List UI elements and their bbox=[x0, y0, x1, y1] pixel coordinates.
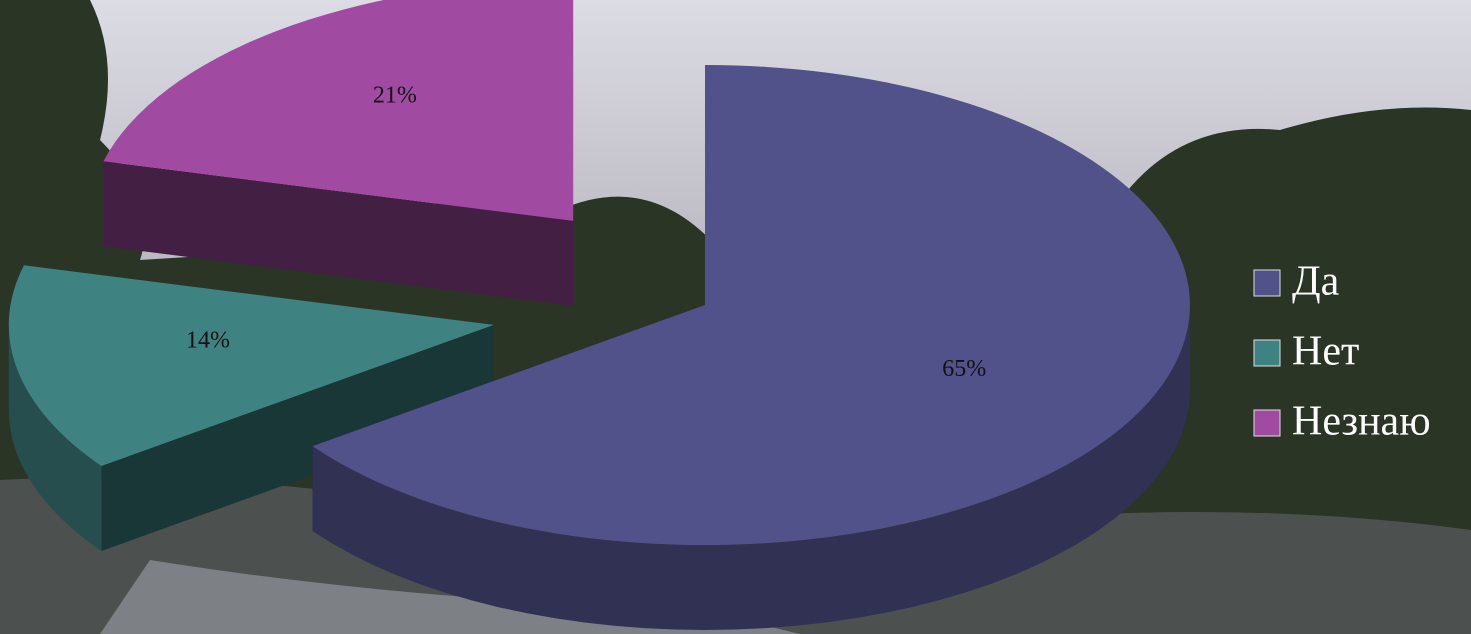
pie: 21% 14% 65% bbox=[8, 0, 1191, 630]
data-label: 21% bbox=[373, 83, 417, 109]
slice bbox=[312, 65, 1190, 545]
slice-wall bbox=[8, 324, 102, 551]
legend-label: Незнаю bbox=[1292, 399, 1431, 445]
legend-label: Нет bbox=[1292, 329, 1359, 375]
legend-swatch bbox=[1253, 409, 1281, 437]
slice-side bbox=[103, 161, 574, 306]
slice bbox=[8, 265, 494, 466]
legend: Да Нет Незнаю bbox=[1253, 259, 1431, 445]
legend-swatch bbox=[1253, 339, 1281, 367]
slice-wall bbox=[312, 305, 1191, 630]
legend-label: Да bbox=[1292, 259, 1340, 305]
data-label: 14% bbox=[186, 327, 230, 353]
data-label: 65% bbox=[942, 356, 986, 382]
legend-swatch bbox=[1253, 269, 1281, 297]
slice bbox=[103, 0, 574, 221]
